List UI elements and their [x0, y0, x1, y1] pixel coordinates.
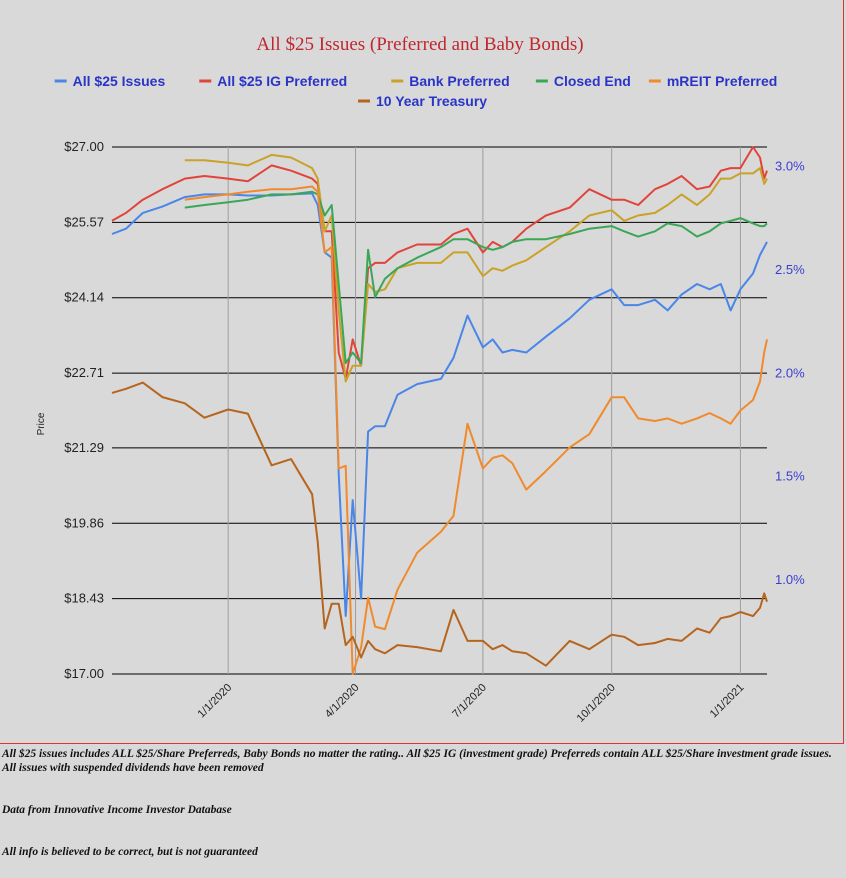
series-line-all-25-ig-preferred — [111, 146, 768, 380]
y-tick-label-left: $18.43 — [64, 591, 104, 606]
y-tick-label-right: 1.0% — [775, 572, 805, 587]
series-layer — [111, 146, 768, 675]
axes: $27.00 $25.57 $24.14 $22.71 $21.29 $19.86 $18.… — [64, 139, 805, 725]
series-line-closed-end — [184, 190, 768, 365]
y-tick-label-left: $27.00 — [64, 139, 104, 154]
grid — [112, 146, 767, 675]
y-tick-label-left: $19.86 — [64, 515, 104, 530]
series-line-10-year-treasury — [111, 381, 768, 667]
y-tick-label-right: 2.5% — [775, 262, 805, 277]
legend-label: All $25 Issues — [73, 73, 166, 89]
legend-label: Bank Preferred — [409, 73, 509, 89]
x-tick-label: 10/1/2020 — [575, 682, 618, 725]
legend-label: 10 Year Treasury — [376, 93, 487, 109]
footnote-disclaimer: All info is believed to be correct, but … — [2, 846, 258, 858]
legend: All $25 Issues All $25 IG Preferred Bank P… — [54, 73, 777, 109]
legend-label: Closed End — [554, 73, 631, 89]
y-tick-label-left: $21.29 — [64, 440, 104, 455]
series-line-mreit-preferred — [184, 185, 768, 675]
y-tick-label-left: $17.00 — [64, 666, 104, 681]
x-tick-label: 4/1/2020 — [323, 682, 362, 721]
x-tick-label: 7/1/2020 — [450, 682, 489, 721]
footnote-description: All $25 issues includes ALL $25/Share Pr… — [2, 748, 832, 774]
y-tick-label-left: $24.14 — [64, 290, 104, 305]
y-tick-label-right: 2.0% — [775, 365, 805, 380]
footnote-source: Data from Innovative Income Investor Dat… — [2, 804, 232, 816]
y-tick-label-left: $25.57 — [64, 214, 104, 229]
legend-label: All $25 IG Preferred — [217, 73, 347, 89]
y-axis-label: Price — [36, 412, 47, 435]
price-chart: All $25 Issues (Preferred and Baby Bonds… — [36, 34, 805, 725]
x-tick-label: 1/1/2021 — [708, 682, 747, 721]
series-line-bank-preferred — [184, 153, 768, 383]
y-tick-label-right: 3.0% — [775, 159, 805, 174]
x-tick-label: 1/1/2020 — [196, 682, 235, 721]
chart-frame — [0, 0, 844, 744]
y-tick-label-right: 1.5% — [775, 469, 805, 484]
y-tick-label-left: $22.71 — [64, 365, 104, 380]
series-line-all-25-issues — [111, 192, 768, 617]
legend-label: mREIT Preferred — [667, 73, 777, 89]
chart-title: All $25 Issues (Preferred and Baby Bonds… — [256, 34, 583, 55]
